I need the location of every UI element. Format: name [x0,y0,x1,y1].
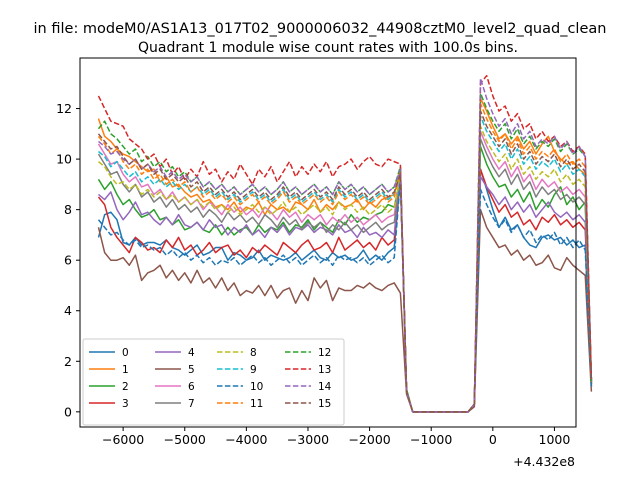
y-tick-label: 6 [64,253,72,268]
x-axis: −6000 −5000 −4000 −3000 −2000 −1000 0 1000 [102,427,570,447]
x-tick-label: −5000 [164,432,206,447]
legend-label-14: 14 [318,381,332,393]
y-tick-label: 12 [56,101,72,116]
x-tick-label: −4000 [225,432,267,447]
legend-label-2: 2 [122,381,129,393]
series-line-13 [97,74,593,413]
x-tick-label: −3000 [287,432,329,447]
legend-label-8: 8 [250,347,257,359]
figure-suptitle: in file: modeM0/AS1A13_017T02_9000006032… [34,21,607,37]
legend-label-13: 13 [318,364,331,376]
series-line-15 [97,110,593,413]
legend-label-0: 0 [122,347,129,359]
series-line-8 [98,125,593,413]
series-line-10 [97,178,593,413]
legend-label-11: 11 [250,398,263,410]
series-line-14 [98,77,593,413]
legend-label-7: 7 [188,398,195,410]
plot-area: −6000 −5000 −4000 −3000 −2000 −1000 0 1000 0 2 4 6… [56,57,593,469]
legend-label-5: 5 [188,364,195,376]
legend-label-9: 9 [250,364,257,376]
series-line-2 [97,145,593,413]
series-layer [97,74,593,413]
x-tick-label: 0 [489,432,497,447]
x-axis-offset-label: +4.432e8 [513,454,575,469]
chart-title: Quadrant 1 module wise count rates with … [138,40,518,56]
y-axis: 0 2 4 6 8 10 12 [56,101,80,419]
legend-label-12: 12 [318,347,331,359]
legend-label-3: 3 [122,398,129,410]
y-tick-label: 2 [64,354,72,369]
series-line-3 [97,168,593,413]
y-tick-label: 10 [56,152,72,167]
x-tick-label: −1000 [410,432,452,447]
legend-label-1: 1 [122,364,129,376]
x-tick-label: −6000 [102,432,144,447]
series-line-11 [97,102,593,413]
series-line-0 [97,168,593,413]
legend-label-6: 6 [188,381,195,393]
legend-label-15: 15 [318,398,331,410]
series-line-5 [97,208,593,413]
y-tick-label: 8 [64,202,72,217]
x-tick-label: −2000 [348,432,390,447]
x-tick-label: 1000 [539,432,571,447]
series-line-9 [98,115,593,413]
axes-frame [79,57,577,428]
series-line-4 [98,168,593,413]
legend-label-4: 4 [188,347,195,359]
y-tick-label: 0 [64,404,72,419]
legend-box [82,338,345,426]
y-tick-label: 4 [64,303,72,318]
legend-label-10: 10 [250,381,263,393]
series-line-7 [97,138,593,413]
